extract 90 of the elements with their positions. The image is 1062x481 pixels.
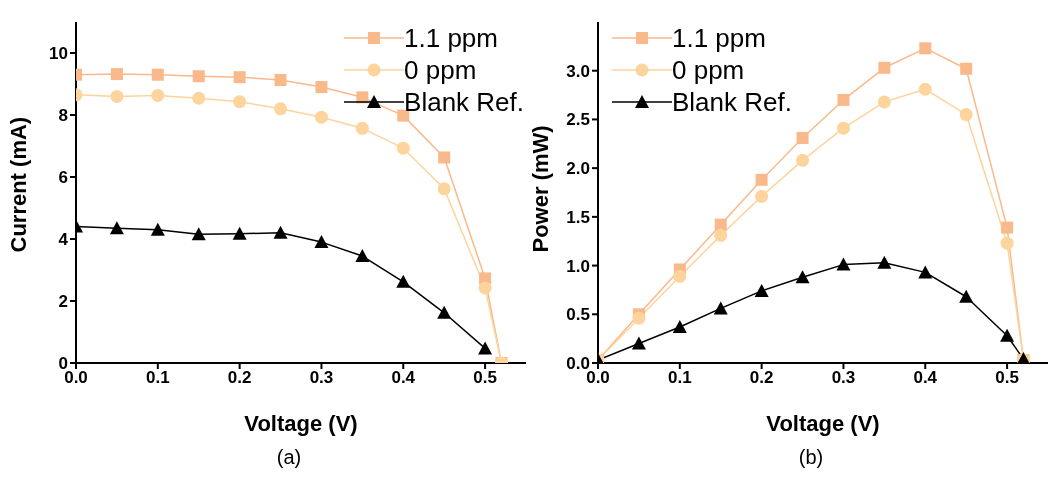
point xyxy=(355,121,369,135)
legend-label: Blank Ref. xyxy=(672,86,792,118)
point xyxy=(110,68,123,81)
point xyxy=(315,81,328,94)
point xyxy=(836,121,850,135)
y-tick-label: 2.0 xyxy=(566,159,590,179)
y-axis-title: Current (mA) xyxy=(5,116,31,253)
y-axis-title: Power (mW) xyxy=(527,125,553,253)
point xyxy=(151,88,165,102)
x-tick-label: 0.1 xyxy=(146,368,170,388)
point xyxy=(959,289,974,303)
y-tick-label: 2.5 xyxy=(566,110,590,130)
text: (a) xyxy=(275,446,303,469)
point xyxy=(878,61,891,74)
point xyxy=(959,108,973,122)
point xyxy=(150,222,165,236)
point xyxy=(438,151,451,164)
point xyxy=(1000,328,1015,342)
point xyxy=(109,221,124,235)
point xyxy=(151,68,164,81)
point xyxy=(755,189,769,203)
point xyxy=(796,153,810,167)
y-tick-label: 6 xyxy=(58,168,68,188)
point xyxy=(314,110,328,124)
point xyxy=(755,173,768,186)
text: (b) xyxy=(797,446,825,469)
point xyxy=(397,109,410,122)
point xyxy=(714,228,728,242)
point xyxy=(478,281,492,295)
point xyxy=(314,235,329,249)
legend-label: 1.1 ppm xyxy=(672,22,766,54)
point xyxy=(877,95,891,109)
point xyxy=(836,257,851,271)
legend-label: 0 ppm xyxy=(404,54,477,86)
point xyxy=(918,265,933,279)
x-axis-title: Voltage (V) xyxy=(766,411,880,436)
x-tick-label: 0.4 xyxy=(391,368,416,388)
point xyxy=(960,62,973,75)
point xyxy=(877,255,892,269)
y-tick-label: 8 xyxy=(58,106,68,126)
y-tick-label: 0.5 xyxy=(566,305,590,325)
y-tick-label: 4 xyxy=(58,230,69,250)
x-tick-label: 0.4 xyxy=(913,368,938,388)
point xyxy=(192,91,206,105)
point xyxy=(110,89,124,103)
point xyxy=(796,131,809,144)
x-tick-label: 0.1 xyxy=(668,368,692,388)
point xyxy=(274,73,287,86)
y-tick-label: 3.0 xyxy=(566,61,590,81)
point xyxy=(191,227,206,241)
point xyxy=(396,141,410,155)
y-tick-label: 1.5 xyxy=(566,207,590,227)
point xyxy=(713,301,728,315)
x-tick-label: 0.3 xyxy=(831,368,856,388)
point xyxy=(437,182,451,196)
point xyxy=(233,71,246,84)
point xyxy=(437,305,452,319)
legend-label: Blank Ref. xyxy=(404,86,524,118)
legend-label: 0 ppm xyxy=(672,54,745,86)
point xyxy=(233,95,247,109)
point xyxy=(631,336,646,350)
point xyxy=(1001,221,1014,234)
x-tick-label: 0.5 xyxy=(473,368,497,388)
x-tick-label: 0.2 xyxy=(749,368,774,388)
point xyxy=(795,270,810,284)
y-tick-label: 1.0 xyxy=(566,256,590,276)
x-tick-label: 0.5 xyxy=(995,368,1019,388)
point xyxy=(274,102,288,116)
point xyxy=(673,269,687,283)
point xyxy=(192,70,205,83)
point xyxy=(919,42,932,55)
point xyxy=(632,311,646,325)
point xyxy=(714,218,727,231)
point xyxy=(837,93,850,106)
x-tick-label: 0.0 xyxy=(586,368,610,388)
point xyxy=(478,341,493,355)
point xyxy=(754,283,769,297)
x-tick-label: 0.3 xyxy=(309,368,334,388)
point xyxy=(396,274,411,288)
x-axis-title: Voltage (V) xyxy=(244,411,358,436)
point xyxy=(672,319,687,333)
x-tick-label: 0.2 xyxy=(227,368,252,388)
point xyxy=(232,226,247,240)
y-tick-label: 10 xyxy=(49,44,68,64)
y-tick-label: 2 xyxy=(58,292,68,312)
point xyxy=(273,225,288,239)
legend-label: 1.1 ppm xyxy=(404,22,498,54)
point xyxy=(355,249,370,263)
point xyxy=(1000,236,1014,250)
point xyxy=(918,82,932,96)
